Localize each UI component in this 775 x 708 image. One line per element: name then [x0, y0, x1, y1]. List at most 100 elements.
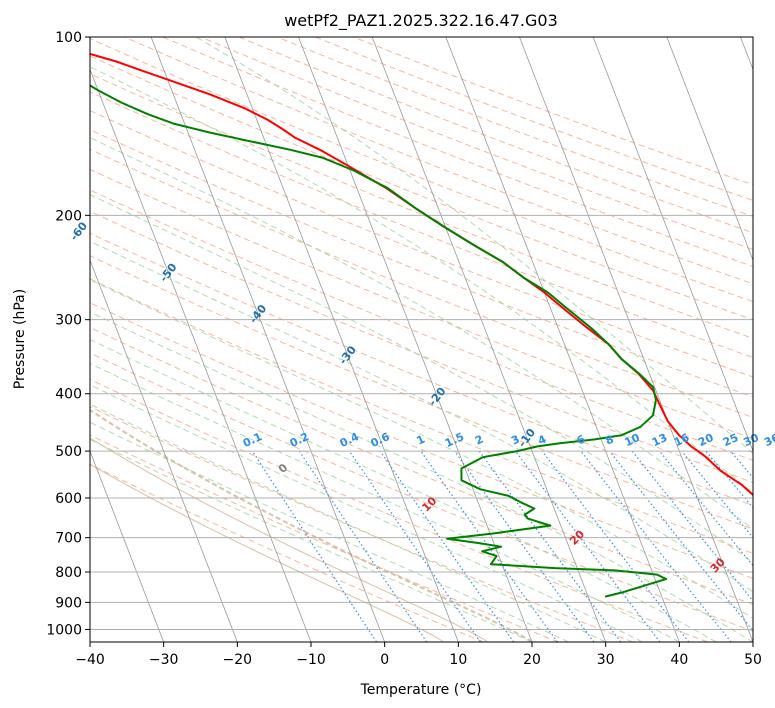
x-tick-label: 20	[523, 652, 541, 668]
moist-adiabat	[90, 384, 643, 642]
mixing-ratio-label: 10	[623, 431, 643, 449]
y-axis-ticks: 100 200 300 400 500 600 700 800 900 1000	[46, 30, 90, 638]
isotherm-line	[592, 37, 753, 453]
moist-adiabat	[90, 421, 570, 642]
moist-adiabat	[90, 279, 753, 619]
x-tick-label: 0	[380, 652, 389, 668]
y-tick-label: 900	[55, 595, 82, 611]
isotherm-line	[90, 68, 312, 642]
dry-adiabat	[124, 37, 753, 285]
mixing-ratio-line	[609, 450, 753, 632]
dry-adiabat-label: 20	[567, 527, 587, 547]
dry-adiabat	[90, 302, 753, 580]
isotherm-line	[666, 37, 753, 262]
mixing-ratio-line	[251, 450, 378, 642]
dry-adiabat	[162, 37, 753, 268]
x-tick-label: −10	[296, 652, 326, 668]
y-tick-label: 400	[55, 387, 82, 403]
dry-adiabat	[90, 278, 753, 554]
isotherm-line	[740, 37, 753, 71]
mixing-ratio-label: 36	[762, 431, 775, 449]
chart-title: wetPf2_PAZ1.2025.322.16.47.G03	[284, 11, 558, 31]
dry-adiabat-label: 0	[276, 461, 291, 476]
temperature-profile	[90, 52, 753, 497]
isotherm-label: -50	[157, 261, 180, 285]
isotherm-line	[150, 37, 386, 642]
mixing-ratio-line	[478, 450, 622, 642]
x-tick-label: 10	[449, 652, 467, 668]
background-lines	[90, 37, 753, 642]
mixing-ratio-label: 1.5	[443, 430, 466, 450]
dry-adiabat	[90, 255, 753, 530]
y-tick-label: 1000	[46, 622, 82, 638]
x-axis-label: Temperature (°C)	[360, 682, 482, 698]
mixing-ratio-line	[681, 450, 753, 539]
mixing-ratio-label: 30	[741, 431, 761, 449]
mixing-ratio-line	[515, 450, 661, 642]
dry-adiabat	[90, 326, 753, 605]
x-axis-ticks: −40 −30 −20 −10 0 10 20 30 40 50	[75, 642, 762, 668]
plot-frame	[89, 36, 754, 643]
y-tick-label: 300	[55, 313, 82, 329]
profile-lines	[90, 52, 753, 598]
y-tick-label: 600	[55, 491, 82, 507]
mixing-ratio-label: 0.1	[241, 430, 264, 450]
isotherm-line	[224, 37, 459, 642]
mixing-ratio-label: 13	[650, 431, 669, 449]
dry-adiabat	[90, 189, 753, 461]
moist-adiabat	[90, 403, 606, 642]
mixing-ratio-label: 0.4	[338, 430, 361, 450]
moist-adiabat	[90, 338, 717, 642]
moist-adiabat	[90, 66, 753, 494]
dry-adiabat	[90, 434, 559, 642]
y-tick-label: 500	[55, 444, 82, 460]
mixing-ratio-line	[750, 450, 753, 455]
dry-adiabat	[90, 463, 484, 642]
x-tick-label: −30	[149, 652, 179, 668]
dry-adiabat	[90, 352, 753, 632]
isotherm-label: -30	[336, 343, 359, 367]
mixing-ratio-label: 0.6	[369, 430, 392, 450]
isotherm-line	[519, 37, 753, 642]
dry-adiabat	[90, 55, 753, 321]
isotherm-label: -40	[247, 302, 270, 326]
mixing-ratio-line	[454, 450, 595, 642]
mixing-ratio-line	[659, 450, 753, 567]
dry-adiabat	[90, 406, 634, 642]
tan-curve	[90, 408, 533, 642]
y-tick-label: 700	[55, 531, 82, 547]
mixing-ratio-label: 20	[696, 431, 716, 449]
mixing-ratio-line	[631, 450, 753, 602]
x-tick-label: 40	[670, 652, 688, 668]
isotherm-label: -70	[0, 178, 1, 202]
moist-adiabat	[195, 37, 753, 455]
moist-adiabat	[90, 194, 753, 563]
y-tick-label: 800	[55, 565, 82, 581]
dry-adiabat	[353, 37, 753, 186]
dry-adiabat	[90, 38, 753, 303]
dewpoint-profile	[90, 84, 668, 598]
tan-curve	[90, 437, 489, 642]
isotherm-line	[445, 37, 680, 642]
isotherm-line	[90, 450, 165, 642]
mixing-ratio-line	[298, 450, 428, 642]
tan-curve	[90, 463, 444, 642]
mixing-ratio-line	[580, 450, 732, 642]
x-tick-label: −40	[75, 652, 105, 668]
x-tick-label: 50	[744, 652, 762, 668]
x-tick-label: −20	[223, 652, 253, 668]
dry-adiabat	[90, 73, 753, 339]
y-axis-label: Pressure (hPa)	[12, 289, 28, 389]
isotherm-line	[298, 37, 533, 642]
dry-adiabat	[90, 129, 753, 398]
dry-adiabat-label: 10	[419, 494, 439, 514]
isotherm-line	[90, 259, 238, 642]
moist-adiabat	[90, 311, 753, 642]
mixing-ratio-line	[379, 450, 515, 642]
mixing-ratio-label: 2	[473, 433, 485, 448]
mixing-ratio-line	[348, 450, 481, 642]
moist-adiabat	[90, 362, 680, 642]
isotherm-line	[371, 37, 607, 642]
y-tick-label: 200	[55, 208, 82, 224]
